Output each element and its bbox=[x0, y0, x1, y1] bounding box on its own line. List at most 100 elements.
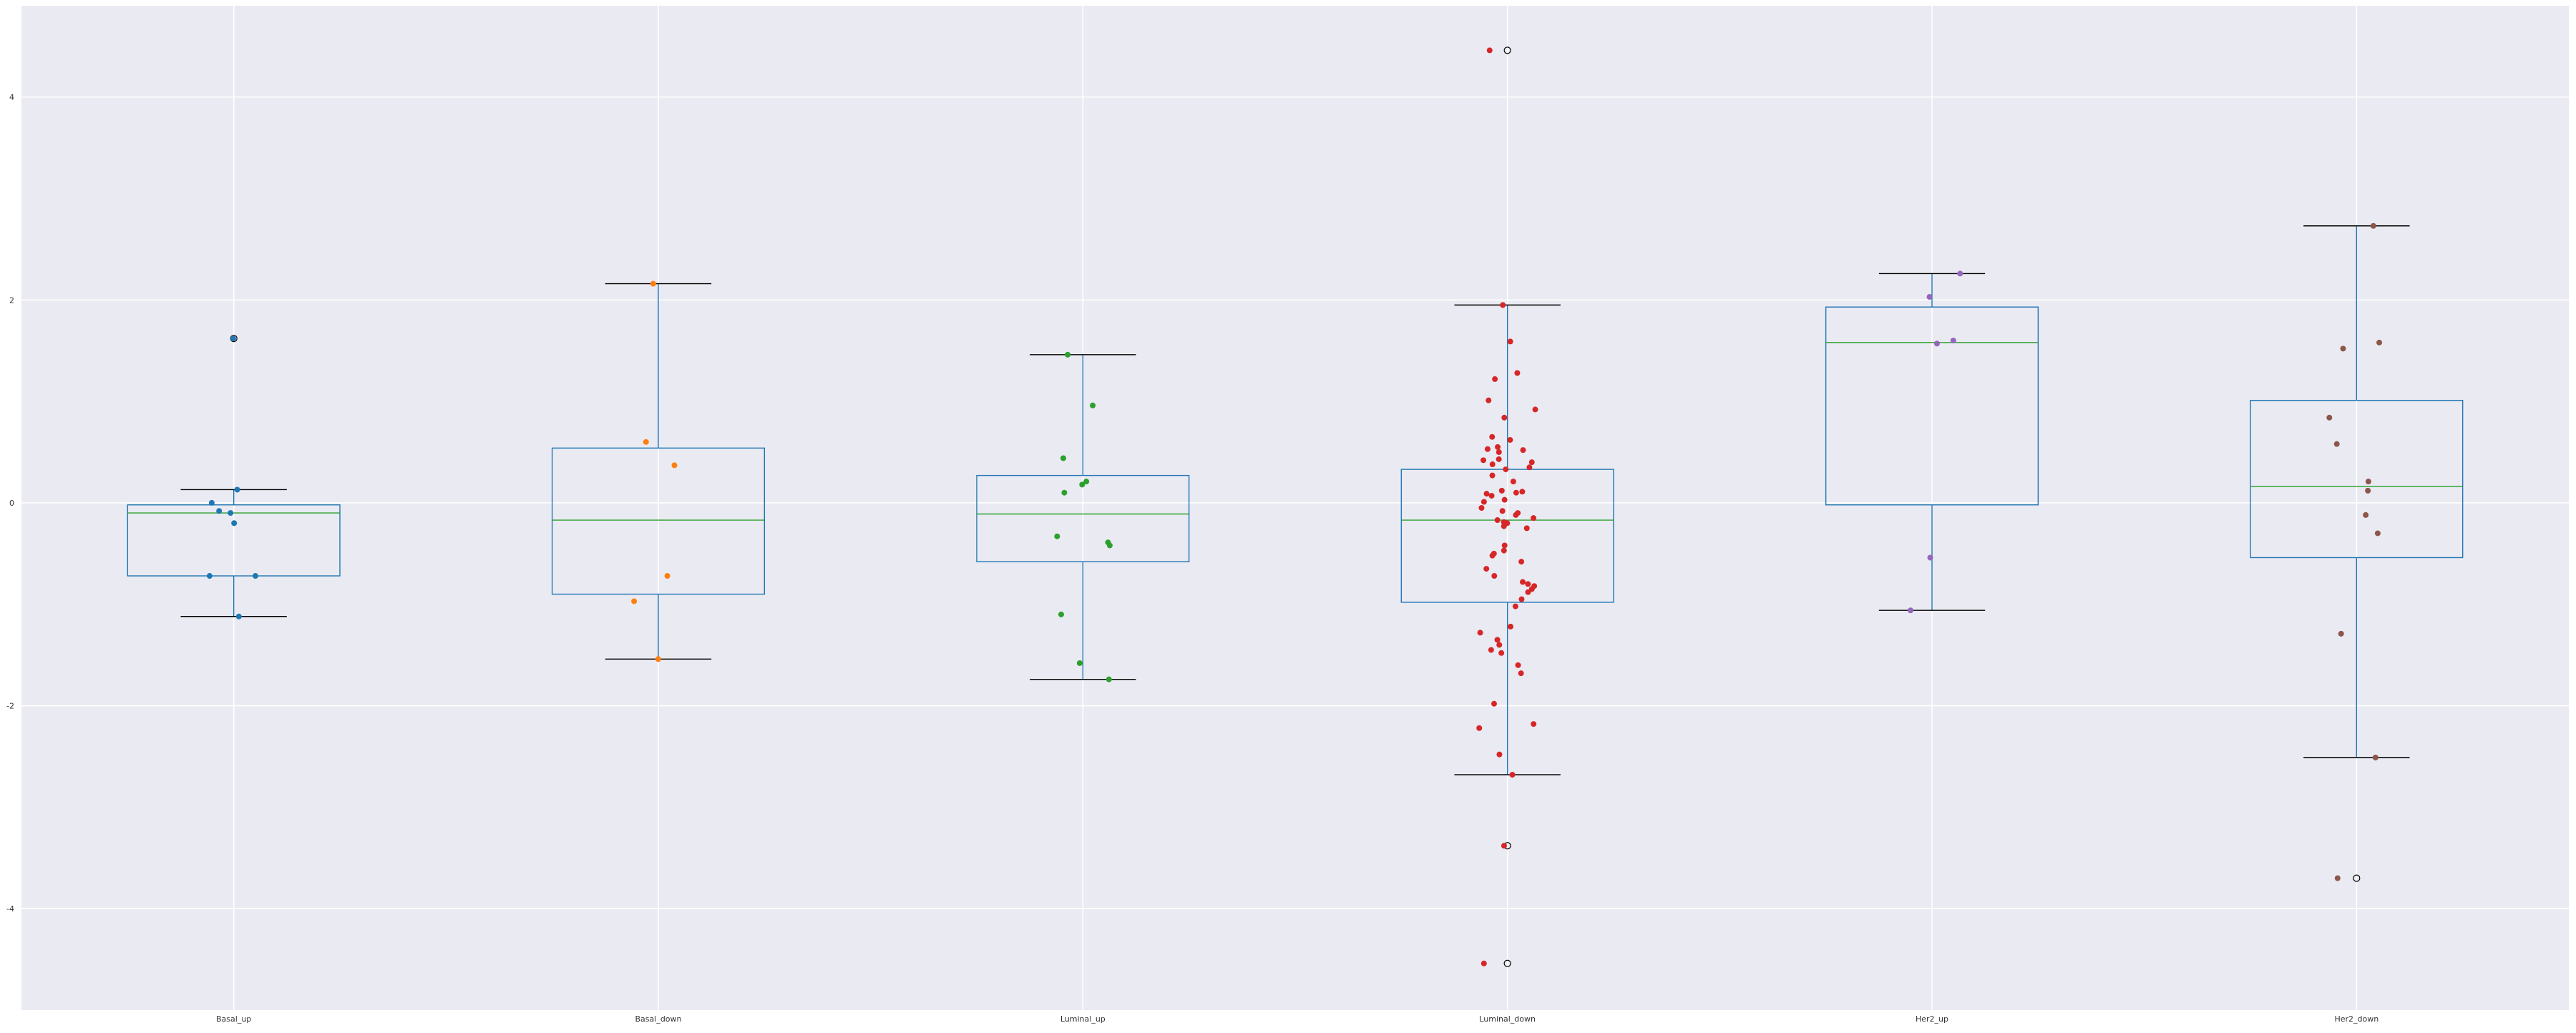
data-point bbox=[1531, 721, 1537, 728]
data-point bbox=[1957, 270, 1963, 277]
data-point bbox=[1950, 338, 1956, 343]
data-point bbox=[1060, 455, 1066, 461]
data-point bbox=[234, 486, 240, 493]
y-tick-label: 4 bbox=[9, 93, 14, 102]
box-iqr bbox=[2250, 399, 2464, 559]
data-point bbox=[1501, 496, 1508, 503]
data-point bbox=[1927, 554, 1933, 561]
data-point bbox=[2333, 441, 2340, 447]
data-point bbox=[1488, 492, 1495, 499]
data-point bbox=[1488, 647, 1494, 653]
data-point bbox=[1061, 489, 1068, 496]
data-point bbox=[228, 510, 234, 516]
data-point bbox=[1908, 607, 1914, 614]
data-point bbox=[1519, 489, 1526, 495]
data-point bbox=[1480, 960, 1487, 966]
data-point bbox=[1496, 456, 1502, 462]
x-tick-label: Her2_up bbox=[1916, 1014, 1948, 1024]
data-point bbox=[1515, 662, 1521, 668]
data-point bbox=[1489, 461, 1496, 468]
data-point bbox=[1514, 370, 1521, 376]
data-point bbox=[1525, 581, 1531, 587]
data-point bbox=[1525, 589, 1531, 595]
data-point bbox=[1926, 294, 1933, 300]
data-point bbox=[1501, 843, 1507, 849]
x-tick-label: Luminal_up bbox=[1060, 1014, 1106, 1024]
data-point bbox=[1531, 515, 1537, 522]
data-point bbox=[252, 573, 258, 579]
data-point bbox=[1526, 464, 1533, 471]
data-point bbox=[1499, 508, 1506, 514]
x-tick-label: Her2_down bbox=[2334, 1014, 2379, 1024]
data-point bbox=[1501, 547, 1507, 554]
data-point bbox=[2376, 339, 2383, 346]
data-point bbox=[1528, 459, 1535, 466]
data-point bbox=[2370, 222, 2376, 229]
data-point bbox=[1090, 402, 1096, 408]
box-iqr bbox=[551, 447, 766, 595]
data-point bbox=[1106, 676, 1112, 682]
data-point bbox=[1483, 566, 1490, 572]
data-point bbox=[1518, 596, 1525, 602]
data-point bbox=[1484, 446, 1491, 452]
data-point bbox=[1523, 525, 1530, 532]
data-point bbox=[2363, 511, 2369, 518]
flier-marker bbox=[1503, 959, 1511, 967]
data-point bbox=[1058, 611, 1064, 617]
data-point bbox=[1513, 511, 1519, 518]
data-point bbox=[1489, 472, 1496, 479]
data-point bbox=[1480, 499, 1487, 505]
flier-marker bbox=[2353, 874, 2361, 882]
data-point bbox=[1532, 406, 1538, 413]
data-point bbox=[1507, 338, 1513, 345]
data-point bbox=[206, 573, 213, 579]
data-point bbox=[1054, 533, 1060, 539]
y-tick-label: 0 bbox=[9, 499, 14, 508]
data-point bbox=[1079, 481, 1085, 488]
data-point bbox=[1507, 436, 1513, 443]
data-point bbox=[1489, 552, 1496, 559]
data-point bbox=[1065, 351, 1071, 358]
data-point bbox=[1486, 47, 1493, 54]
data-point bbox=[1500, 302, 1506, 308]
data-point bbox=[1494, 637, 1501, 643]
y-tick-label: -2 bbox=[6, 702, 14, 711]
data-point bbox=[2334, 875, 2341, 881]
data-point bbox=[1503, 466, 1509, 473]
data-point bbox=[1489, 434, 1496, 440]
data-point bbox=[1480, 457, 1487, 464]
data-point bbox=[664, 573, 670, 579]
box-iqr bbox=[1825, 306, 2039, 506]
plot-background bbox=[21, 6, 2569, 1010]
data-point bbox=[1501, 542, 1508, 549]
data-point bbox=[643, 439, 649, 445]
data-point bbox=[1106, 542, 1113, 549]
data-point bbox=[1512, 603, 1518, 609]
data-point bbox=[1518, 670, 1524, 677]
data-point bbox=[1519, 579, 1526, 585]
data-point bbox=[1520, 447, 1526, 454]
data-point bbox=[1478, 505, 1485, 511]
data-point bbox=[1528, 586, 1535, 592]
data-point bbox=[231, 520, 238, 527]
x-tick-label: Basal_down bbox=[635, 1014, 682, 1024]
data-point bbox=[1501, 523, 1507, 529]
flier-marker bbox=[1503, 46, 1511, 54]
data-point bbox=[1485, 397, 1492, 403]
data-point bbox=[1477, 630, 1483, 636]
data-point bbox=[235, 613, 242, 620]
data-point bbox=[1498, 487, 1505, 494]
x-tick-label: Basal_up bbox=[216, 1014, 251, 1024]
data-point bbox=[1509, 771, 1516, 778]
data-point bbox=[1496, 449, 1502, 455]
data-point bbox=[1496, 751, 1503, 758]
data-point bbox=[2340, 346, 2346, 352]
data-point bbox=[631, 598, 638, 604]
x-tick-label: Luminal_down bbox=[1479, 1014, 1536, 1024]
data-point bbox=[2372, 754, 2379, 760]
data-point bbox=[1476, 725, 1483, 731]
data-point bbox=[1518, 559, 1525, 565]
data-point bbox=[1510, 479, 1516, 485]
